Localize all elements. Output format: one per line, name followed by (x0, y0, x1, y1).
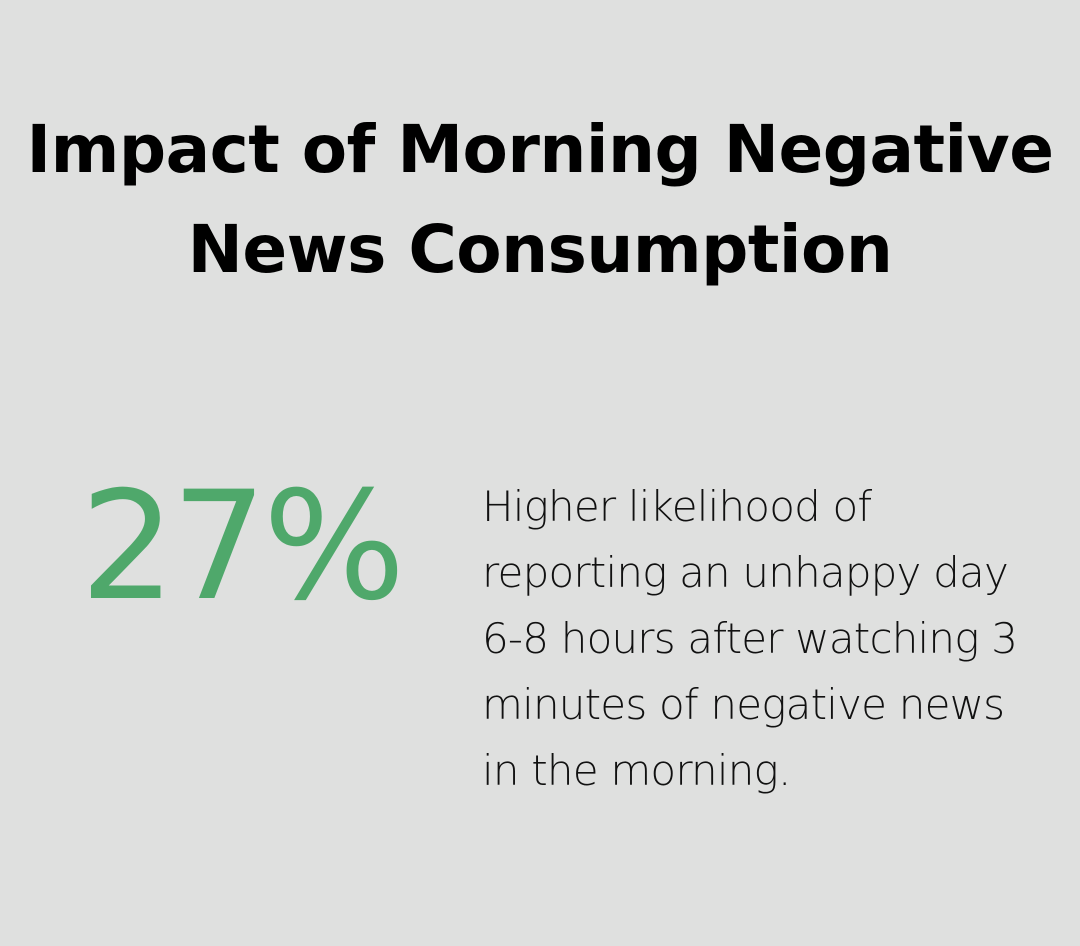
stat-description: Higher likelihood of reporting an unhapp… (482, 482, 1018, 795)
stat-value: 27% (80, 460, 405, 634)
page-title: Impact of Morning Negative News Consumpt… (26, 111, 1054, 288)
